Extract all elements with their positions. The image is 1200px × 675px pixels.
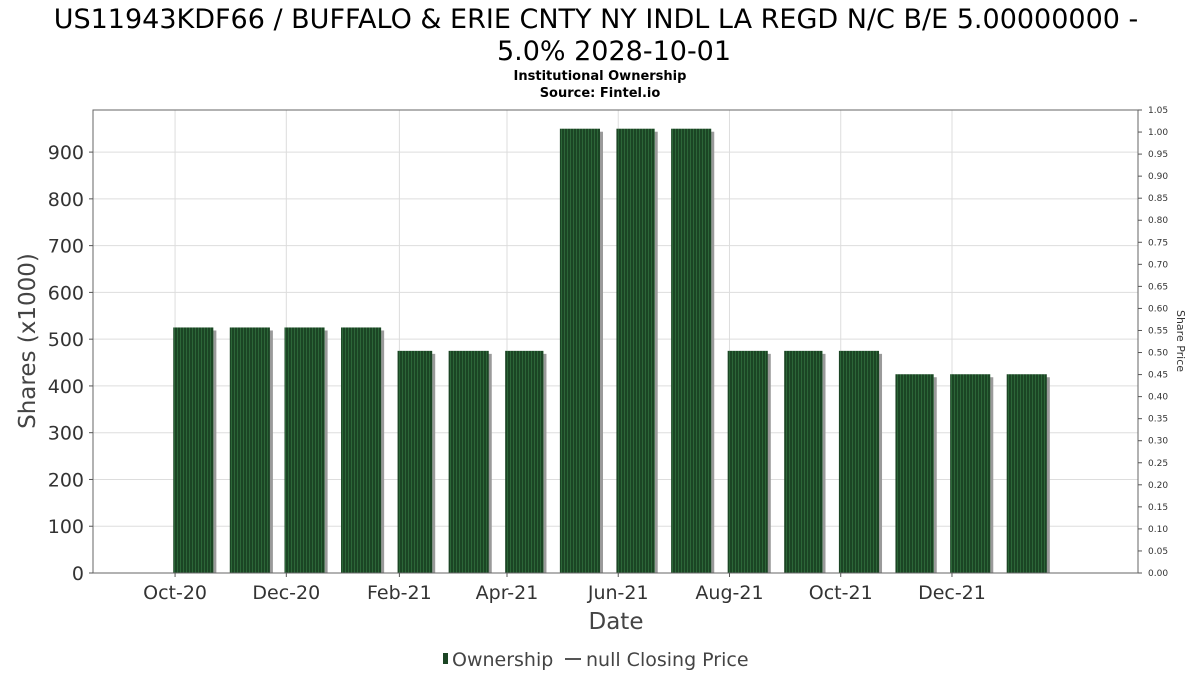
bar-5: [448, 350, 492, 573]
y-axis-right-label: Share Price: [1174, 310, 1187, 372]
bar-14: [950, 374, 994, 573]
y-right-tick-label: 0.45: [1148, 371, 1168, 381]
x-tick-label: Feb-21: [367, 582, 432, 604]
y-right-tick-label: 0.60: [1148, 304, 1168, 314]
chart-source: Source: Fintel.io: [540, 86, 661, 101]
y-right-tick-label: 0.80: [1148, 216, 1168, 226]
bar-8: [616, 128, 658, 573]
legend-ownership-swatch: [443, 653, 448, 664]
x-tick-label: Oct-20: [143, 582, 207, 604]
y-right-tick-label: 1.05: [1148, 106, 1168, 116]
bar: [616, 128, 655, 573]
bar-1: [229, 327, 273, 573]
y-right-tick-label: 0.10: [1148, 525, 1168, 535]
bar: [838, 350, 880, 573]
y-right-tick-label: 0.05: [1148, 547, 1168, 557]
legend: Ownership null Closing Price: [443, 649, 749, 671]
y-right-tick-label: 0.20: [1148, 481, 1168, 491]
bar-4: [397, 350, 436, 573]
bar: [950, 374, 991, 573]
y-right-tick-label: 0.95: [1148, 150, 1168, 160]
legend-ownership-label: Ownership: [452, 649, 553, 671]
y-right-tick-label: 0.65: [1148, 282, 1168, 292]
bar: [229, 327, 270, 573]
chart-title-line1: US11943KDF66 / BUFFALO & ERIE CNTY NY IN…: [54, 4, 1139, 35]
bar-15: [1006, 374, 1050, 573]
bar-6: [505, 350, 547, 573]
bar: [1006, 374, 1047, 573]
bar: [895, 374, 934, 573]
x-tick-label: Aug-21: [695, 582, 763, 604]
bar: [505, 350, 544, 573]
legend-price-label: null Closing Price: [586, 649, 749, 671]
bar-9: [671, 128, 715, 573]
y-tick-label: 700: [48, 236, 84, 258]
y-right-tick-label: 0.85: [1148, 194, 1168, 204]
y-right-tick-label: 0.40: [1148, 393, 1168, 403]
bar: [448, 350, 489, 573]
bar-0: [173, 327, 217, 573]
y-right-tick-label: 0.25: [1148, 459, 1168, 469]
bars: [173, 128, 1050, 573]
y-axis-left-ticks: 0 100 200 300 400 500 600 700 800 900: [48, 142, 93, 585]
bar-13: [895, 374, 937, 573]
y-tick-label: 800: [48, 189, 84, 211]
y-right-tick-label: 0.50: [1148, 349, 1168, 359]
x-tick-label: Apr-21: [476, 582, 539, 604]
bar: [784, 350, 823, 573]
x-tick-label: Dec-21: [918, 582, 986, 604]
bar-10: [727, 350, 771, 573]
y-right-tick-label: 0.90: [1148, 172, 1168, 182]
bar: [671, 128, 712, 573]
bar-11: [784, 350, 826, 573]
y-tick-label: 900: [48, 142, 84, 164]
x-axis-label: Date: [589, 609, 644, 635]
plot-frame: [92, 109, 1139, 574]
y-tick-label: 600: [48, 282, 84, 304]
bar: [173, 327, 214, 573]
y-tick-label: 300: [48, 423, 84, 445]
bar-2: [284, 327, 328, 573]
bar: [559, 128, 600, 573]
x-axis-ticks: Oct-20 Dec-20 Feb-21 Apr-21 Jun-21 Aug-21 Oct-…: [143, 573, 986, 604]
chart-subtitle: Institutional Ownership: [514, 69, 687, 84]
y-tick-label: 100: [48, 516, 84, 538]
bar: [397, 350, 433, 573]
bar: [341, 327, 382, 573]
x-tick-label: Dec-20: [252, 582, 320, 604]
x-tick-label: Oct-21: [809, 582, 873, 604]
y-axis-label: Shares (x1000): [15, 253, 41, 429]
y-right-tick-label: 0.35: [1148, 415, 1168, 425]
y-right-tick-label: 0.30: [1148, 437, 1168, 447]
bar: [727, 350, 768, 573]
bar-12: [838, 350, 883, 573]
bar-3: [341, 327, 385, 573]
y-tick-label: 400: [48, 376, 84, 398]
y-right-tick-label: 0.70: [1148, 260, 1168, 270]
y-right-tick-label: 0.15: [1148, 503, 1168, 513]
y-tick-label: 500: [48, 329, 84, 351]
y-right-tick-label: 0.55: [1148, 326, 1168, 336]
y-axis-right-ticks: 0.00 0.05 0.10 0.15 0.20 0.25 0.30 0.35 0.40 0.45…: [1138, 106, 1168, 579]
y-right-tick-label: 1.00: [1148, 128, 1168, 138]
y-tick-label: 0: [72, 563, 84, 585]
y-right-tick-label: 0.00: [1148, 569, 1168, 579]
chart-title-line2: 5.0% 2028-10-01: [497, 36, 731, 67]
bar: [284, 327, 325, 573]
y-tick-label: 200: [48, 469, 84, 491]
bar-7: [559, 128, 603, 573]
x-tick-label: Jun-21: [587, 582, 649, 604]
y-right-tick-label: 0.75: [1148, 238, 1168, 248]
